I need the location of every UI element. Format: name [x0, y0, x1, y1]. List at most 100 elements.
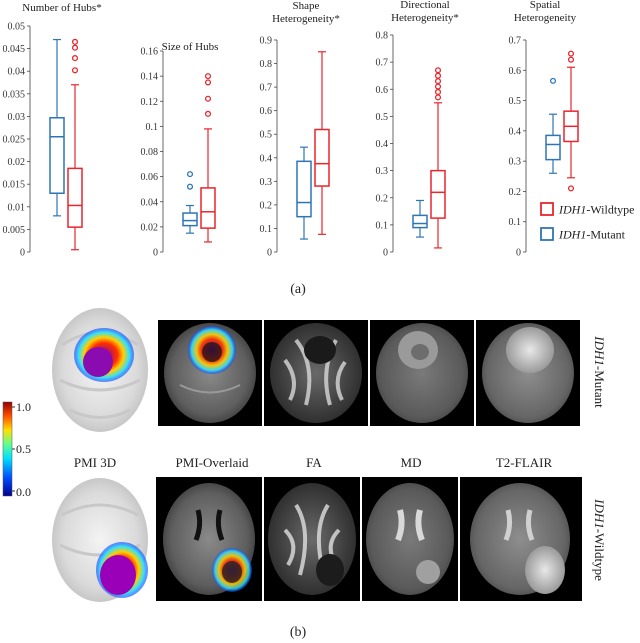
pmi-overlaid-wildtype: [163, 483, 255, 595]
outlier-point: [204, 110, 212, 117]
outlier-point: [71, 67, 79, 74]
tick-label: 0.5: [376, 112, 389, 123]
pmi-3d-wildtype: [52, 478, 148, 602]
pmi-3d-mutant: [52, 308, 148, 432]
boxplot-panel: 0 0.1 0.2 0.3 0.4 0.5 0.6 0.7 SpatialHeterogenei…: [509, 0, 579, 259]
tick-label: 0.2: [260, 200, 273, 211]
tick-label: 0.1: [509, 217, 522, 228]
tick-label: 0.8: [376, 31, 389, 42]
svg-text:IDH1-Mutant: IDH1-Mutant: [592, 335, 607, 408]
tick-label: 0.6: [376, 85, 389, 96]
row-label-wildtype: IDH1-Wildtype: [592, 498, 607, 581]
md-wildtype: [366, 483, 454, 595]
boxplot-panel: 0 0.005 0.01 0.015 0.02 0.025 0.03 0.035 0.04 0.0…: [3, 2, 102, 259]
tick-label: 0.1: [376, 220, 389, 231]
tick-label: 0.4: [376, 139, 389, 150]
legend: IDH1-Wildtype IDH1-Mutant: [540, 202, 635, 242]
legend-swatch: [540, 227, 554, 241]
caption-b: (b): [290, 625, 307, 640]
legend-swatch: [540, 202, 554, 216]
label-pmi-3d: PMI 3D: [74, 455, 116, 470]
tick-label: 0.7: [376, 58, 389, 69]
tick-label: 0.7: [260, 83, 273, 94]
box-iqr: [182, 212, 198, 227]
scan-labels: PMI 3D PMI-Overlaid FA MD T2-FLAIR: [74, 455, 553, 470]
outlier-point: [71, 44, 79, 51]
tick-label: 0: [20, 248, 25, 259]
t2-flair-mutant: [482, 323, 574, 423]
outlier-point: [434, 78, 442, 85]
tick-label: 0.05: [8, 22, 26, 33]
tick-label: 0.6: [260, 106, 273, 117]
tick-label: 0.01: [8, 202, 26, 213]
panel-title: Directional: [400, 0, 449, 11]
outlier-point: [434, 88, 442, 96]
tick-label: 0.015: [3, 180, 26, 191]
outlier-point: [204, 73, 212, 80]
tick-label: 0.4: [260, 153, 273, 164]
box-iqr: [49, 117, 65, 194]
box-iqr: [545, 134, 561, 161]
box-iqr: [412, 214, 428, 229]
fa-mutant: [270, 323, 362, 423]
panel-title: Size of Hubs: [162, 41, 219, 53]
outlier-point: [71, 38, 79, 45]
panel-title: Shape: [293, 0, 320, 12]
tick-label: 0.06: [141, 172, 159, 183]
tick-label: 0: [153, 248, 158, 259]
label-fa: FA: [306, 455, 322, 470]
tick-label: 0.04: [141, 197, 159, 208]
tick-label: 0.5: [509, 96, 522, 107]
label-t2-flair: T2-FLAIR: [496, 455, 553, 470]
colorbar-tick-min: 0.0: [16, 485, 31, 499]
box-iqr: [314, 128, 330, 187]
outlier-point: [204, 95, 212, 102]
tick-label: 0.8: [260, 59, 273, 70]
tick-label: 0.08: [141, 147, 159, 158]
outlier-point: [434, 83, 442, 90]
tick-label: 0.03: [8, 112, 26, 123]
outlier-point: [204, 79, 212, 86]
boxplot-panel: 0 0.1 0.2 0.3 0.4 0.5 0.6 0.7 0.8 0.9 ShapeHeterog…: [260, 0, 340, 259]
t2-flair-wildtype: [470, 483, 570, 595]
boxplot-panel: 0 0.1 0.2 0.3 0.4 0.5 0.6 0.7 0.8 DirectionalHete…: [376, 0, 459, 259]
boxplot-panels: 0 0.005 0.01 0.015 0.02 0.025 0.03 0.035 0.04 0.0…: [3, 0, 579, 259]
label-md: MD: [401, 455, 422, 470]
tick-label: 0.9: [260, 36, 273, 47]
tick-label: 0.3: [509, 157, 522, 168]
panel-title: Spatial: [530, 0, 561, 11]
panel-title: Heterogeneity*: [391, 12, 459, 24]
label-pmi-overlaid: PMI-Overlaid: [176, 455, 249, 470]
md-mutant: [376, 323, 468, 423]
tick-label: 0.1: [260, 224, 273, 235]
colorbar-tick-max: 1.0: [16, 400, 31, 414]
outlier-point: [567, 185, 575, 192]
fa-wildtype: [268, 483, 356, 595]
colorbar: 1.0 0.5 0.0: [2, 400, 31, 499]
panel-title: Heterogeneity*: [272, 13, 340, 25]
tick-label: 0.02: [141, 222, 159, 233]
tick-label: 0.5: [260, 130, 273, 141]
tick-label: 0: [383, 248, 388, 259]
tick-label: 0.14: [141, 72, 159, 83]
legend-label: IDH1-Wildtype: [558, 203, 635, 217]
tick-label: 0.6: [509, 66, 522, 77]
outlier-point: [186, 183, 194, 190]
box-iqr: [200, 187, 216, 229]
tick-label: 0.035: [3, 89, 26, 100]
tick-label: 0.3: [376, 166, 389, 177]
panel-title: Number of Hubs*: [22, 2, 101, 14]
outlier-point: [434, 94, 442, 101]
boxplot-panel: 0 0.02 0.04 0.06 0.08 0.1 0.12 0.14 0.16 Size of …: [141, 41, 219, 259]
outlier-point: [434, 72, 442, 79]
tick-label: 0.2: [376, 193, 389, 204]
outlier-point: [567, 56, 575, 63]
tick-label: 0.025: [3, 135, 26, 146]
outlier-point: [549, 77, 557, 84]
outlier-point: [186, 171, 194, 178]
tick-label: 0.2: [509, 187, 522, 198]
pmi-overlaid-mutant: [164, 323, 256, 423]
box-iqr: [67, 167, 83, 228]
tick-label: 0.16: [141, 47, 159, 58]
colorbar-tick-mid: 0.5: [16, 442, 31, 456]
